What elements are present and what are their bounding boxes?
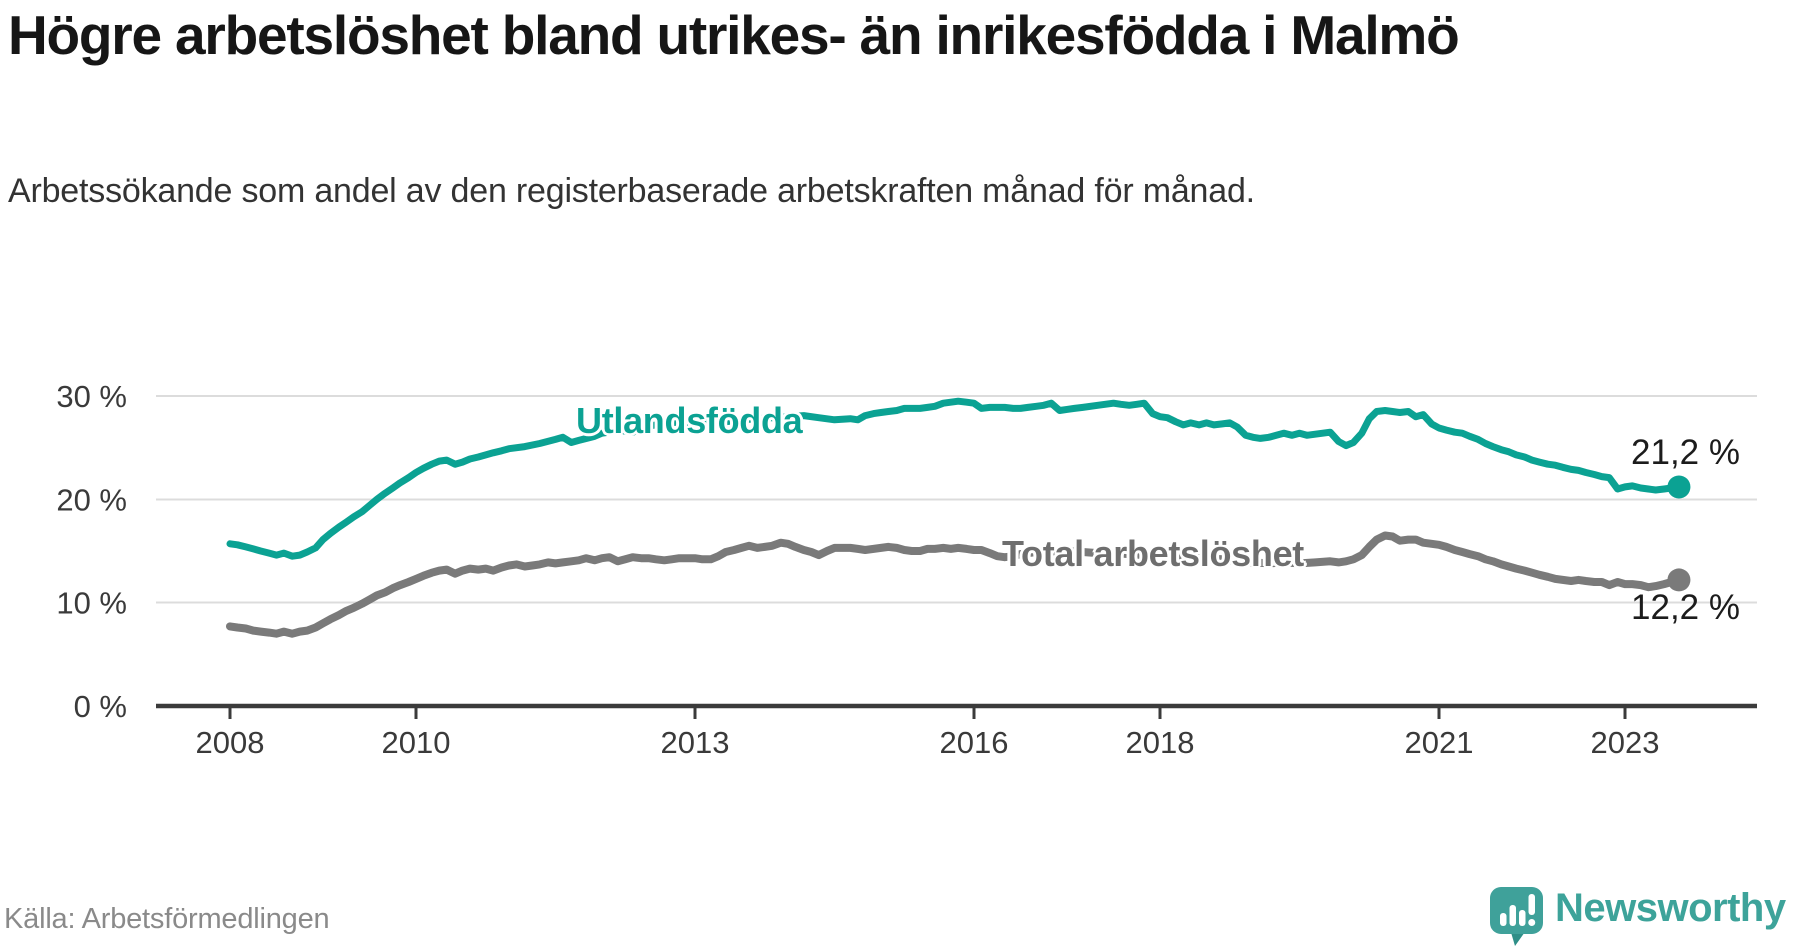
end-value-total-arbetsloshet: 12,2 % <box>1631 588 1740 627</box>
brand-name: Newsworthy <box>1555 886 1786 930</box>
series-end-dot-utlandsfodda <box>1667 475 1691 499</box>
y-tick-label: 20 % <box>56 482 127 517</box>
newsworthy-logo: Newsworthy <box>1489 884 1799 948</box>
series-line-utlandsfodda <box>226 397 1683 560</box>
page-title: Högre arbetslöshet bland utrikes- än inr… <box>8 4 1460 66</box>
x-tick-label: 2013 <box>661 725 730 760</box>
series-label-total-arbetsloshet: Total arbetslöshet <box>1002 533 1304 574</box>
x-tick-label: 2016 <box>940 725 1009 760</box>
series-label-utlandsfodda: Utlandsfödda <box>576 400 803 441</box>
chart-subtitle: Arbetssökande som andel av den registerb… <box>8 172 1255 210</box>
x-tick-label: 2008 <box>196 725 265 760</box>
x-tick-label: 2023 <box>1591 725 1660 760</box>
x-tick-label: 2021 <box>1405 725 1474 760</box>
y-tick-label: 30 % <box>56 379 127 414</box>
source-caption: Källa: Arbetsförmedlingen <box>4 903 330 935</box>
y-tick-label: 10 % <box>56 586 127 621</box>
y-tick-label: 0 % <box>74 689 127 724</box>
newsworthy-bubble-chart-icon <box>1490 887 1543 946</box>
end-value-utlandsfodda: 21,2 % <box>1631 433 1740 472</box>
x-tick-label: 2010 <box>382 725 451 760</box>
series-end-dot-total <box>1667 568 1691 592</box>
series-line-total <box>226 531 1683 638</box>
x-tick-label: 2018 <box>1126 725 1195 760</box>
